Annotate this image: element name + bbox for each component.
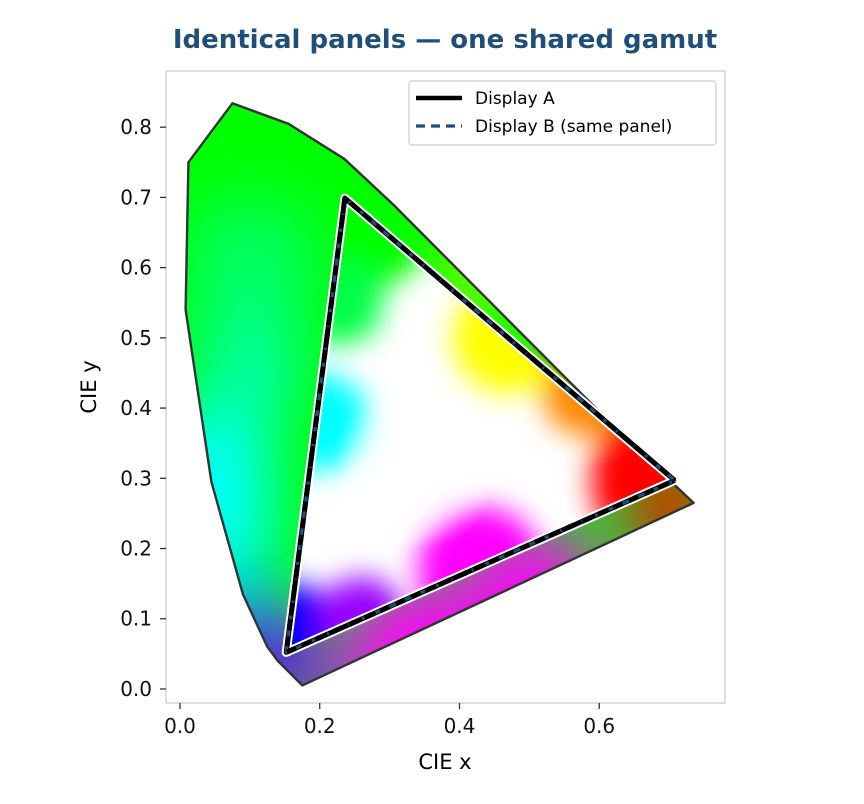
y-axis: 0.0 0.1 0.2 0.3 0.4 0.5 0.6 0.7 0.8: [120, 115, 166, 701]
y-tick-label-0: 0.0: [120, 677, 152, 701]
legend-frame: [408, 80, 717, 146]
x-tick-label-3: 0.6: [583, 714, 615, 738]
gamut-base-fill: [286, 198, 675, 653]
chart-marks: [184, 102, 695, 687]
series-line-display-a-dash-overlay: [283, 195, 677, 655]
x-axis-label: CIE x: [418, 750, 471, 774]
y-tick-label-5: 0.5: [120, 326, 152, 350]
y-tick-label-1: 0.1: [120, 607, 152, 631]
y-tick-label-3: 0.3: [120, 466, 152, 490]
y-axis-label: CIE y: [77, 360, 101, 413]
x-axis: 0.0 0.2 0.4 0.6: [164, 703, 615, 738]
legend: Display A Display B (same panel): [408, 80, 717, 146]
y-tick-label-8: 0.8: [120, 115, 152, 139]
y-tick-label-7: 0.7: [120, 185, 152, 209]
legend-label-display-a: Display A: [475, 89, 555, 109]
y-tick-label-6: 0.6: [120, 256, 152, 280]
y-tick-label-2: 0.2: [120, 537, 152, 561]
chart-title: Identical panels — one shared gamut: [173, 25, 717, 55]
legend-label-display-b: Display B (same panel): [475, 117, 672, 137]
x-tick-label-0: 0.0: [164, 714, 196, 738]
x-tick-label-2: 0.4: [444, 714, 476, 738]
y-tick-label-4: 0.4: [120, 396, 152, 420]
x-tick-label-1: 0.2: [304, 714, 336, 738]
